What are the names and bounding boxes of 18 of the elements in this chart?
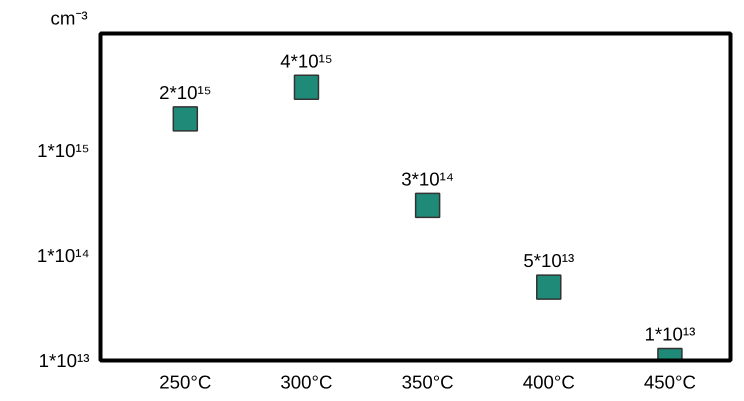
y-tick-label: 1*10¹⁵ [37, 140, 90, 161]
x-tick-label: 350°C [402, 372, 454, 392]
data-label: 4*10¹⁵ [280, 50, 333, 72]
point [414, 192, 440, 218]
point [172, 106, 198, 132]
x-tick-label: 450°C [644, 372, 696, 392]
x-tick-label: 400°C [522, 372, 575, 392]
y-tick-label: 1*10¹³ [38, 350, 90, 371]
y-axis-title: cm⁻³ [50, 8, 88, 28]
data-label: 2*10¹⁵ [159, 82, 212, 103]
x-tick-label: 300°C [280, 372, 332, 392]
data-label: 3*10¹⁴ [401, 168, 454, 190]
point [536, 274, 562, 300]
data-label: 1*10¹³ [644, 324, 696, 344]
data-label: 5*10¹³ [523, 250, 574, 272]
y-tick-label: 1*10¹⁴ [36, 244, 90, 266]
point [294, 74, 320, 100]
x-tick-label: 250°C [159, 372, 212, 392]
